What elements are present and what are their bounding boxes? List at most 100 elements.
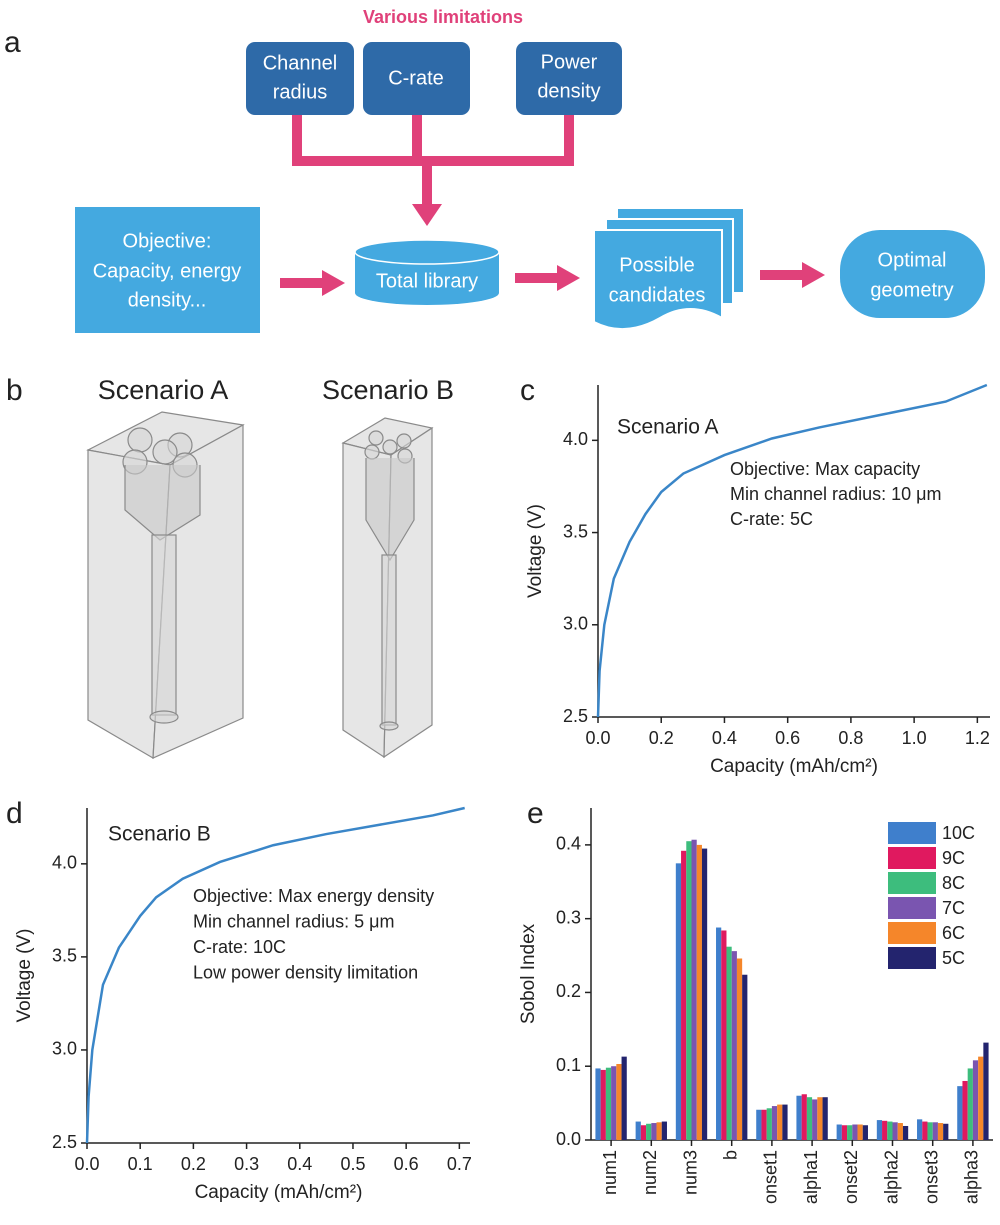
y-tick-label: 3.5 <box>563 521 588 541</box>
limitation-box <box>516 42 622 115</box>
bar <box>862 1125 868 1140</box>
bar <box>822 1097 828 1140</box>
bar <box>957 1086 963 1140</box>
x-tick-label: 0.0 <box>74 1154 99 1174</box>
bar <box>847 1125 853 1140</box>
y-tick-label: 3.0 <box>563 614 588 634</box>
bar <box>661 1121 667 1140</box>
bar <box>681 850 687 1140</box>
bar <box>892 1122 898 1140</box>
x-tick-label: num3 <box>680 1150 700 1195</box>
bar <box>651 1123 657 1140</box>
annotation: Min channel radius: 10 μm <box>730 484 941 504</box>
bar <box>967 1068 973 1140</box>
annotation: Objective: Max energy density <box>193 886 434 906</box>
bar <box>978 1056 984 1140</box>
bar <box>771 1106 778 1140</box>
bar <box>731 951 737 1140</box>
box-text: C-rate <box>388 67 444 89</box>
y-tick-label: 0.4 <box>556 834 581 854</box>
scenario-label: Scenario B <box>322 375 454 405</box>
bar <box>646 1123 652 1140</box>
x-tick-label: 0.2 <box>181 1154 206 1174</box>
annotation: C-rate: 5C <box>730 509 813 529</box>
y-tick-label: 2.5 <box>52 1132 77 1152</box>
workflow-diagram: Various limitations Channel radius C-rat… <box>75 7 985 333</box>
x-tick-label: 0.4 <box>712 728 737 748</box>
box-text: Objective: <box>123 230 212 252</box>
x-tick-label: 0.4 <box>287 1154 312 1174</box>
bar <box>675 863 682 1140</box>
box-text: Channel <box>263 52 338 74</box>
bar <box>852 1124 858 1140</box>
bar <box>726 946 732 1140</box>
x-tick-label: 0.3 <box>234 1154 259 1174</box>
bar <box>696 844 702 1140</box>
limitation-box <box>246 42 354 115</box>
bar <box>701 848 708 1140</box>
annotation: Low power density limitation <box>193 962 418 982</box>
box-text: Possible <box>619 254 695 276</box>
bar <box>841 1125 848 1140</box>
bar <box>801 1094 807 1140</box>
geometry-b <box>341 417 434 759</box>
bar <box>972 1060 979 1140</box>
document <box>593 229 723 331</box>
box-text: Capacity, energy <box>93 260 242 282</box>
bar <box>691 839 697 1140</box>
bar <box>902 1125 909 1140</box>
x-tick-label: 0.7 <box>447 1154 472 1174</box>
x-tick-label: 0.5 <box>340 1154 365 1174</box>
bar <box>932 1122 938 1140</box>
legend-swatch <box>888 872 936 894</box>
result-box <box>840 230 985 318</box>
x-tick-label: num2 <box>640 1150 660 1195</box>
bar <box>836 1124 842 1140</box>
legend-swatch <box>888 847 936 869</box>
bar <box>817 1097 823 1140</box>
y-tick-label: 0.3 <box>556 907 581 927</box>
x-tick-label: b <box>720 1150 740 1160</box>
library-cylinder-top <box>354 239 500 265</box>
bar <box>600 1069 606 1140</box>
library-cylinder <box>355 252 499 305</box>
x-tick-label: 0.8 <box>838 728 863 748</box>
bar <box>611 1066 617 1140</box>
x-tick-label: 0.6 <box>775 728 800 748</box>
y-tick-label: 0.1 <box>556 1055 581 1075</box>
bar <box>595 1068 601 1140</box>
panel-label: b <box>6 374 23 407</box>
bar <box>782 1104 788 1140</box>
bar <box>616 1064 622 1140</box>
bar <box>857 1124 863 1140</box>
panel-label: d <box>6 797 23 830</box>
x-axis-label: Capacity (mAh/cm²) <box>710 756 878 777</box>
bar <box>927 1122 933 1140</box>
panel-label: c <box>520 374 535 407</box>
legend-label: 9C <box>942 848 965 868</box>
panel-label: a <box>4 26 21 59</box>
x-axis-label: Capacity (mAh/cm²) <box>195 1182 363 1203</box>
bar <box>621 1056 627 1140</box>
limitation-box <box>363 42 470 115</box>
x-tick-label: 0.1 <box>128 1154 153 1174</box>
y-axis-label: Voltage (V) <box>525 504 546 598</box>
annotation: C-rate: 10C <box>193 937 286 957</box>
legend-label: 5C <box>942 948 965 968</box>
inset-title: Scenario A <box>617 416 719 439</box>
bar <box>897 1123 903 1140</box>
bar <box>806 1097 813 1140</box>
bar <box>635 1121 641 1140</box>
bar <box>887 1121 893 1140</box>
bar <box>882 1120 888 1140</box>
geometry-a <box>86 411 245 760</box>
diagram-title: Various limitations <box>363 7 523 27</box>
bar <box>756 1109 762 1140</box>
y-tick-label: 0.0 <box>556 1129 581 1149</box>
x-tick-label: num1 <box>600 1150 620 1195</box>
connectors <box>280 114 825 296</box>
voltage-curve <box>85 806 465 1144</box>
y-axis-label: Voltage (V) <box>14 929 35 1023</box>
bar <box>983 1042 989 1140</box>
bar <box>742 974 748 1140</box>
